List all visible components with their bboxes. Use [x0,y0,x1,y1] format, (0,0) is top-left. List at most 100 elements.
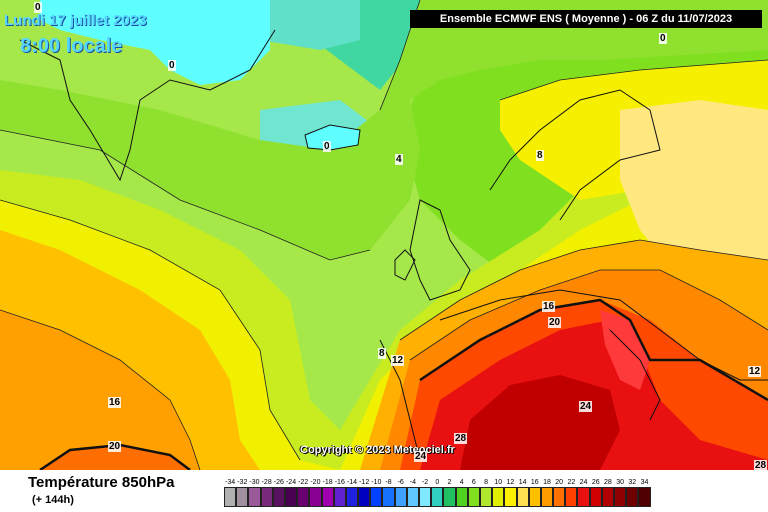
color-scale-label: -16 [334,479,345,486]
color-scale-swatch [455,487,468,507]
color-scale-label: -26 [273,479,284,486]
color-scale-label: -32 [237,479,248,486]
color-scale-label: -30 [249,479,260,486]
color-scale-swatch [601,487,614,507]
contour-20-east [419,298,768,402]
color-scale-swatch [467,487,480,507]
contour-label: 28 [454,433,468,444]
color-scale-swatch [309,487,322,507]
color-scale: -34 -32 -30 -28 -26 -24 -22 -20 -18 -16 -14 -12 -10-… [224,478,651,507]
color-scale-swatch [248,487,261,507]
color-scale-swatch [638,487,651,507]
contour-label: 16 [108,397,122,408]
temperature-band-darkred-east [460,375,620,470]
contour-label: 24 [414,451,428,462]
color-scale-label: -22 [298,479,309,486]
color-scale-swatch [443,487,456,507]
color-scale-label: -8 [385,479,392,486]
color-scale-swatch [284,487,298,507]
contour-label: 20 [108,441,122,452]
contour-label: 0 [168,60,176,71]
color-scale-label: 22 [567,479,576,486]
color-scale-swatch [540,487,554,507]
color-scale-label: 12 [506,479,515,486]
color-scale-swatch [626,487,639,507]
color-scale-label: -24 [285,479,297,486]
color-scale-label: -10 [371,479,382,486]
contour-label: 4 [395,154,403,165]
contour-label: 0 [659,33,667,44]
color-scale-label: -34 [225,479,236,486]
color-scale-label: 0 [435,479,440,486]
contour-label: 0 [323,141,331,152]
color-scale-label: -12 [359,479,370,486]
color-scale-swatch [516,487,529,507]
time-label: 8:00 locale [20,35,123,57]
temperature-band-deeporange-west [0,310,200,470]
copyright-label: Copyright © 2023 Meteociel.fr [300,444,455,456]
color-scale-label: 34 [640,479,649,486]
color-scale-label: 14 [518,479,527,486]
model-label: Ensemble ECMWF ENS ( Moyenne ) - 06 Z du… [410,10,762,28]
color-scale-label: -2 [421,479,429,486]
color-scale-swatch [479,487,493,507]
color-scale-label: 18 [543,479,551,486]
color-scale-swatch [272,487,285,507]
temperature-band-red-italy [600,310,650,390]
color-scale-label: 2 [447,479,452,486]
color-scale-swatch [224,487,237,507]
color-scale-label: 20 [555,479,564,486]
color-scale-label: 8 [484,479,488,486]
color-scale-swatch [321,487,334,507]
color-scale-swatch [260,487,273,507]
date-label: Lundi 17 juillet 2023 [4,12,147,29]
forecast-offset: (+ 144h) [32,494,74,506]
color-scale-label: -14 [346,479,358,486]
color-scale-swatch [431,487,444,507]
color-scale-swatch [236,487,249,507]
contour-label: 16 [542,301,556,312]
color-scale-label: 16 [530,479,539,486]
color-scale-label: -18 [322,479,333,486]
color-scale-swatch [419,487,432,507]
contour-lines [0,0,768,470]
color-scale-label: 4 [459,479,464,486]
greenland-cold-area [40,0,270,85]
color-scale-label: 10 [494,479,503,486]
temperature-band-red-west [40,445,190,470]
color-scale-swatches [224,487,651,507]
color-scale-swatch [297,487,310,507]
color-scale-label: -6 [397,479,404,486]
color-scale-swatch [345,487,359,507]
color-scale-label: 26 [591,479,600,486]
color-scale-swatch [406,487,419,507]
color-scale-swatch [553,487,566,507]
contour-label: 0 [34,2,42,13]
color-scale-swatch [565,487,578,507]
iceland-cold-area [305,125,360,150]
contour-label: 20 [548,317,562,328]
legend-bar: Température 850hPa (+ 144h) -34 -32 -30 -28… [0,470,768,512]
color-scale-label: 24 [579,479,588,486]
contour-label: 12 [391,355,405,366]
coastlines [19,29,768,461]
temperature-band-atlantic [0,0,768,260]
color-scale-swatch [394,487,407,507]
contour-label: 12 [748,366,762,377]
color-scale-swatch [577,487,590,507]
color-scale-swatch [358,487,371,507]
color-scale-swatch [370,487,383,507]
color-scale-swatch [492,487,505,507]
color-scale-swatch [589,487,602,507]
color-scale-label: -28 [261,479,272,486]
color-scale-swatch [504,487,517,507]
contour-label: 24 [579,401,593,412]
color-scale-swatch [528,487,541,507]
contour-label: 8 [536,150,544,161]
color-scale-swatch [382,487,395,507]
contour-label: 8 [378,348,386,359]
color-scale-label: -20 [310,479,321,486]
color-scale-swatch [614,487,627,507]
color-scale-labels: -34 -32 -30 -28 -26 -24 -22 -20 -18 -16 -14 -12 -10-… [224,478,651,487]
